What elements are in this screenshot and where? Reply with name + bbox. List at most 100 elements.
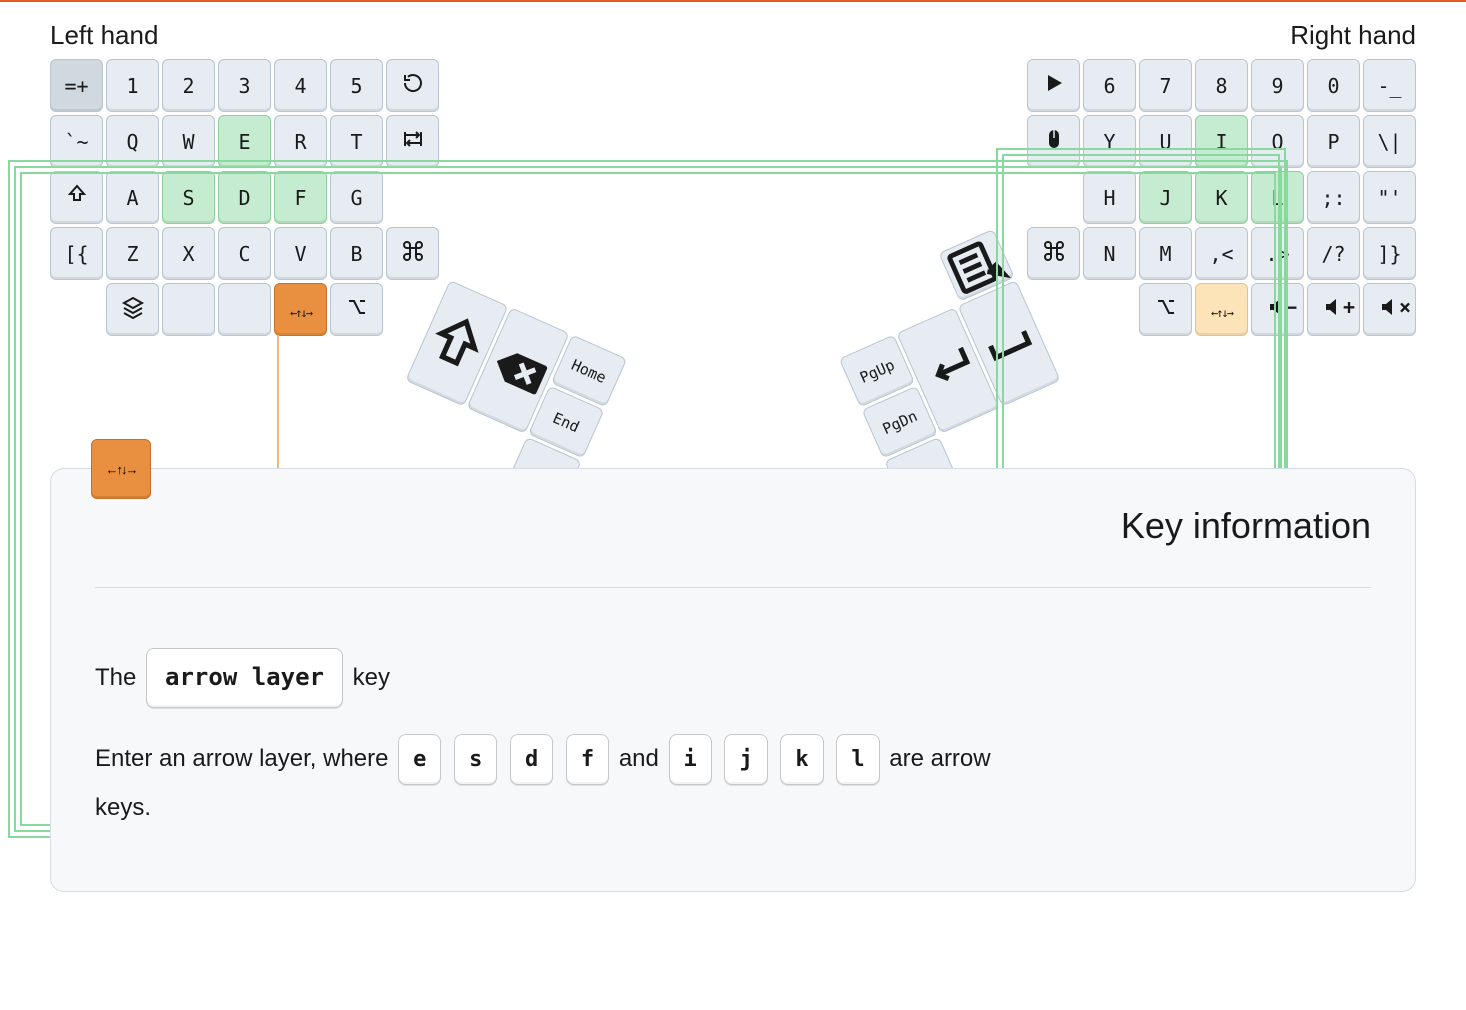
key-q[interactable]: Q — [106, 115, 159, 168]
key-v[interactable]: V — [274, 227, 327, 280]
key-empty-l1[interactable] — [162, 283, 215, 336]
key-z[interactable]: Z — [106, 227, 159, 280]
key-backtick[interactable]: `~ — [50, 115, 103, 168]
key-y[interactable]: Y — [1083, 115, 1136, 168]
option-icon — [345, 295, 369, 324]
key-reload[interactable] — [386, 59, 439, 112]
key-slash[interactable]: /? — [1307, 227, 1360, 280]
info-key-badge: ←↑↓→ — [91, 439, 151, 499]
key-mouse[interactable] — [1027, 115, 1080, 168]
key-1[interactable]: 1 — [106, 59, 159, 112]
key-j[interactable]: J — [1139, 171, 1192, 224]
shift-up-icon — [65, 183, 89, 212]
key-option[interactable] — [330, 283, 383, 336]
kbd-l: l — [836, 734, 879, 786]
key-s[interactable]: S — [162, 171, 215, 224]
key-e[interactable]: E — [218, 115, 271, 168]
vol-down-icon: − — [1266, 295, 1290, 324]
key-k[interactable]: K — [1195, 171, 1248, 224]
key-0[interactable]: 0 — [1307, 59, 1360, 112]
kbd-arrow-layer: arrow layer — [146, 648, 343, 708]
right-hand-label: Right hand — [1027, 20, 1416, 51]
key-w[interactable]: W — [162, 115, 215, 168]
top-border — [0, 0, 1466, 2]
key-arrow-layer[interactable]: ←↑↓→ — [274, 283, 327, 336]
key-r[interactable]: R — [274, 115, 327, 168]
arrows-icon: ←↑↓→ — [290, 298, 311, 322]
key-i[interactable]: I — [1195, 115, 1248, 168]
reload-icon — [401, 71, 425, 100]
key-backslash[interactable]: \| — [1363, 115, 1416, 168]
key-g[interactable]: G — [330, 171, 383, 224]
key-9[interactable]: 9 — [1251, 59, 1304, 112]
key-b[interactable]: B — [330, 227, 383, 280]
left-hand-label: Left hand — [50, 20, 439, 51]
key-6[interactable]: 6 — [1083, 59, 1136, 112]
kbd-i: i — [669, 734, 712, 786]
key-tab-swap[interactable] — [386, 115, 439, 168]
left-hand-section: Left hand =+12345 `~QWERT ASDFG [{ZXCVB ←↑↓→ — [50, 20, 439, 336]
info-text: and — [619, 745, 666, 772]
mouse-icon — [1042, 127, 1066, 156]
info-title: Key information — [95, 505, 1371, 587]
info-text: The — [95, 664, 143, 691]
key-4[interactable]: 4 — [274, 59, 327, 112]
key-semicolon[interactable]: ;: — [1307, 171, 1360, 224]
key-period[interactable]: .> — [1251, 227, 1304, 280]
key-vol-up[interactable]: + — [1307, 283, 1360, 336]
key-cmd[interactable] — [386, 227, 439, 280]
play-icon — [1042, 71, 1066, 100]
key-3[interactable]: 3 — [218, 59, 271, 112]
kbd-s: s — [454, 734, 497, 786]
key-8[interactable]: 8 — [1195, 59, 1248, 112]
key-a[interactable]: A — [106, 171, 159, 224]
key-vol-down[interactable]: − — [1251, 283, 1304, 336]
key-option-r[interactable] — [1139, 283, 1192, 336]
right-hand-section: Right hand 67890-_ YUIOP\| HJKL;:"' NM,<.>/… — [1027, 20, 1416, 336]
info-text: key — [353, 664, 390, 691]
key-5[interactable]: 5 — [330, 59, 383, 112]
key-2[interactable]: 2 — [162, 59, 215, 112]
key-h[interactable]: H — [1083, 171, 1136, 224]
key-info-panel: ←↑↓→ Key information The arrow layer key… — [50, 468, 1416, 892]
key-empty-l2[interactable] — [218, 283, 271, 336]
vol-mute-icon: × — [1378, 295, 1402, 324]
option-icon — [1154, 295, 1178, 324]
key-vol-mute[interactable]: × — [1363, 283, 1416, 336]
key-rbracket[interactable]: ]} — [1363, 227, 1416, 280]
info-line-3: keys. — [95, 785, 1371, 831]
key-layers[interactable] — [106, 283, 159, 336]
cmd-icon — [1042, 239, 1066, 268]
kbd-k: k — [780, 734, 823, 786]
key-play[interactable] — [1027, 59, 1080, 112]
key-minus[interactable]: -_ — [1363, 59, 1416, 112]
key-equals[interactable]: =+ — [50, 59, 103, 112]
key-capslock[interactable] — [50, 171, 103, 224]
key-m[interactable]: M — [1139, 227, 1192, 280]
key-quote[interactable]: "' — [1363, 171, 1416, 224]
vol-up-icon: + — [1322, 295, 1346, 324]
key-lbracket[interactable]: [{ — [50, 227, 103, 280]
key-l[interactable]: L — [1251, 171, 1304, 224]
key-n[interactable]: N — [1083, 227, 1136, 280]
cmd-icon — [401, 239, 425, 268]
key-o[interactable]: O — [1251, 115, 1304, 168]
tab-swap-icon — [401, 127, 425, 156]
right-keyboard-grid: 67890-_ YUIOP\| HJKL;:"' NM,<.>/?]} ←↑↓→− + × — [1027, 59, 1416, 336]
key-cmd-r[interactable] — [1027, 227, 1080, 280]
key-d[interactable]: D — [218, 171, 271, 224]
key-p[interactable]: P — [1307, 115, 1360, 168]
key-7[interactable]: 7 — [1139, 59, 1192, 112]
key-c[interactable]: C — [218, 227, 271, 280]
arrows-icon: ←↑↓→ — [106, 462, 137, 477]
info-text: are arrow — [889, 745, 990, 772]
key-f[interactable]: F — [274, 171, 327, 224]
key-x[interactable]: X — [162, 227, 215, 280]
key-arrow-layer-r[interactable]: ←↑↓→ — [1195, 283, 1248, 336]
key-comma[interactable]: ,< — [1195, 227, 1248, 280]
key-t[interactable]: T — [330, 115, 383, 168]
info-line-1: The arrow layer key — [95, 648, 1371, 708]
key-u[interactable]: U — [1139, 115, 1192, 168]
info-divider — [95, 587, 1371, 588]
kbd-d: d — [510, 734, 553, 786]
